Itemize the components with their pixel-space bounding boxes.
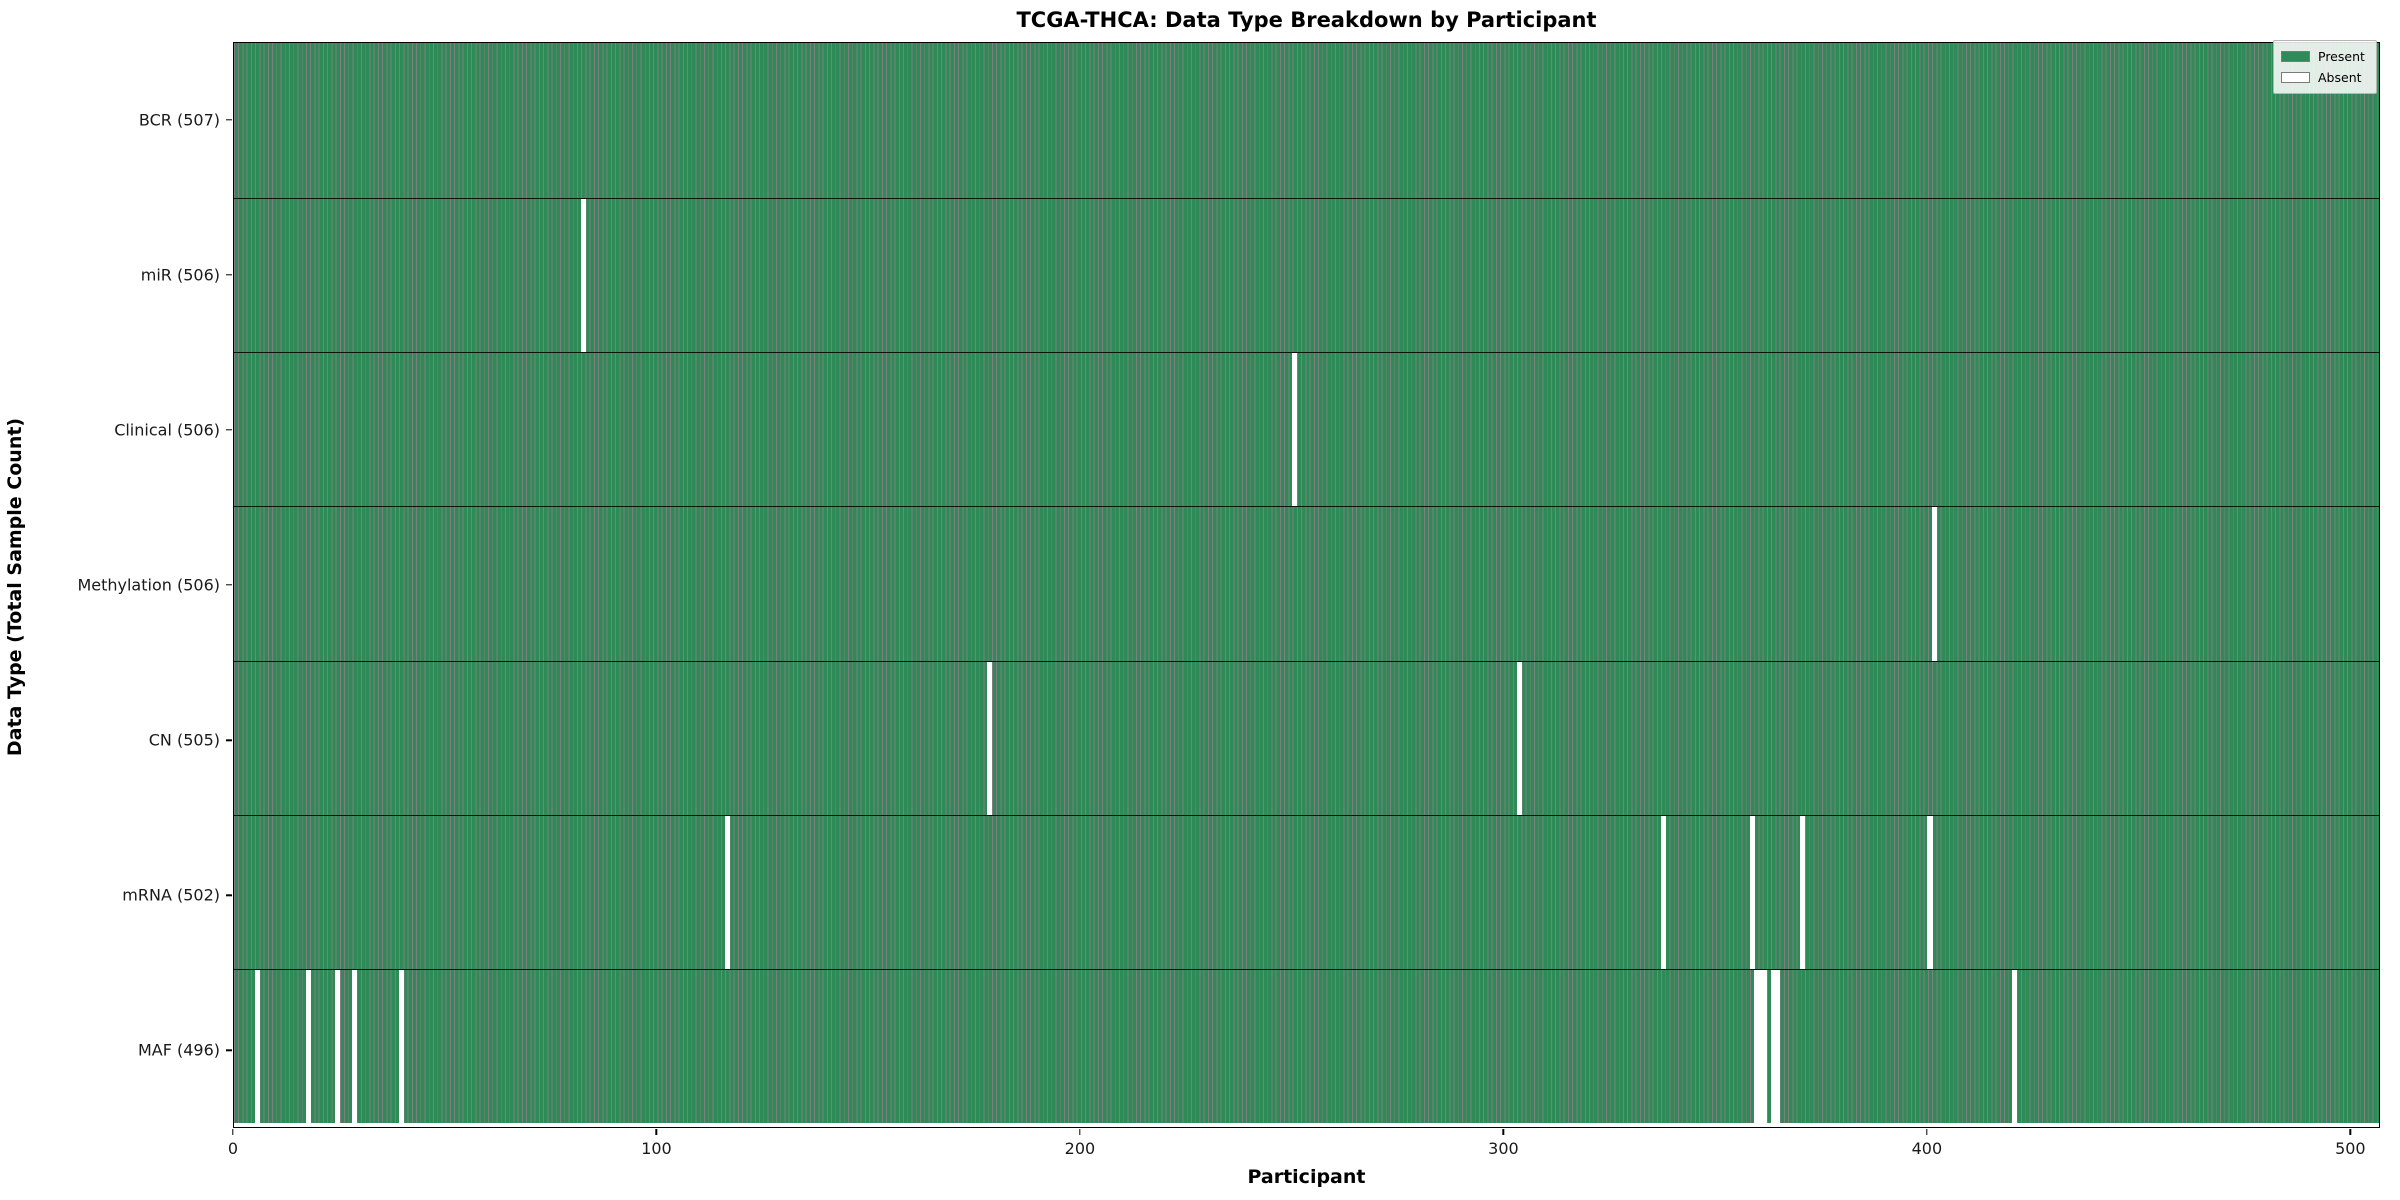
y-tick-mark	[226, 429, 232, 431]
y-tick-mark	[226, 274, 232, 276]
y-tick-label-bcr: BCR (507)	[138, 110, 220, 130]
y-tick-label-maf: MAF (496)	[137, 1040, 220, 1060]
y-tick-mark	[226, 894, 232, 896]
legend-label: Present	[2318, 49, 2365, 64]
absent-gap	[1292, 353, 1298, 507]
heatmap-row-mrna	[234, 814, 2379, 969]
absent-gap	[987, 661, 993, 815]
absent-gap	[724, 815, 730, 969]
legend-swatch-absent	[2281, 72, 2310, 83]
legend-item-present: Present	[2281, 46, 2368, 67]
heatmap-row-mir	[234, 198, 2379, 353]
absent-gap	[1775, 969, 1781, 1123]
plot-area	[233, 42, 2380, 1128]
x-tick-label-0: 0	[227, 1139, 239, 1158]
heatmap-row-maf	[234, 968, 2379, 1123]
absent-gap	[580, 199, 586, 353]
x-tick-label-300: 300	[1488, 1139, 1519, 1158]
absent-gap	[305, 969, 311, 1123]
x-tick-mark	[232, 1129, 234, 1135]
legend-swatch-present	[2281, 51, 2310, 62]
absent-gap	[1800, 815, 1806, 969]
absent-gap	[1660, 815, 1666, 969]
absent-gap	[1931, 507, 1937, 661]
y-tick-mark	[226, 739, 232, 741]
legend-item-absent: Absent	[2281, 67, 2368, 88]
absent-gap	[2012, 969, 2018, 1123]
y-tick-label-mrna: mRNA (502)	[122, 885, 220, 905]
heatmap-row-bcr	[234, 43, 2379, 199]
absent-gap	[1927, 815, 1933, 969]
absent-gap	[1753, 969, 1759, 1123]
heatmap-row-cn	[234, 660, 2379, 815]
y-tick-mark	[226, 118, 232, 121]
absent-gap	[398, 969, 404, 1123]
y-tick-mark	[226, 584, 232, 586]
absent-gap	[1770, 969, 1776, 1123]
y-tick-label-cn: CN (505)	[148, 730, 220, 750]
chart-title: TCGA-THCA: Data Type Breakdown by Partic…	[1016, 8, 1597, 32]
x-tick-label-500: 500	[2335, 1139, 2366, 1158]
x-tick-mark	[2349, 1129, 2352, 1135]
x-axis-label: Participant	[1247, 1166, 1366, 1188]
legend: Present Absent	[2273, 40, 2377, 94]
heatmap-row-clinical	[234, 352, 2379, 507]
y-tick-label-methylation: Methylation (506)	[77, 575, 220, 595]
x-tick-mark	[1502, 1129, 1505, 1135]
heatmap-row-methylation	[234, 506, 2379, 661]
x-tick-label-400: 400	[1911, 1139, 1943, 1158]
y-tick-label-mir: miR (506)	[140, 265, 220, 285]
absent-gap	[352, 969, 358, 1123]
absent-gap	[1762, 969, 1768, 1123]
absent-gap	[1758, 969, 1764, 1123]
x-tick-label-100: 100	[641, 1139, 672, 1158]
x-tick-mark	[655, 1129, 658, 1135]
absent-gap	[1516, 661, 1522, 815]
x-tick-mark	[1079, 1129, 1081, 1135]
x-tick-mark	[1926, 1129, 1928, 1135]
y-tick-label-clinical: Clinical (506)	[114, 420, 220, 440]
legend-label: Absent	[2318, 70, 2362, 85]
absent-gap	[1749, 815, 1755, 969]
absent-gap	[254, 969, 260, 1123]
y-tick-mark	[226, 1049, 232, 1052]
x-tick-label-200: 200	[1064, 1139, 1096, 1158]
absent-gap	[335, 969, 341, 1123]
